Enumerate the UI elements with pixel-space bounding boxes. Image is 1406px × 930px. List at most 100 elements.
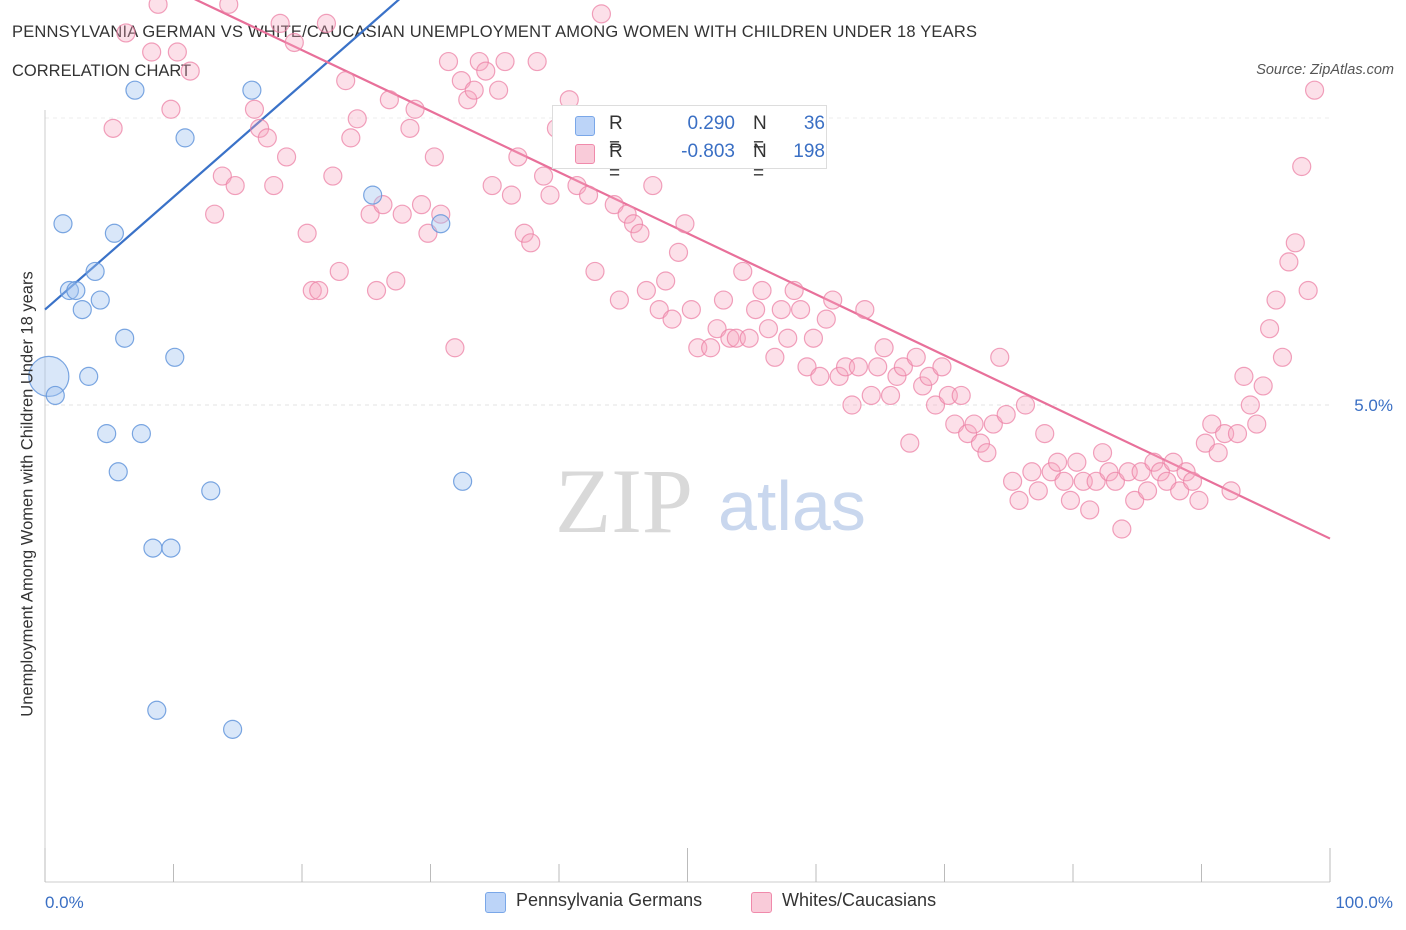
- point-whites-caucasians: [842, 395, 862, 415]
- point-whites-caucasians: [874, 338, 894, 358]
- point-pennsylvania-germans: [115, 328, 135, 348]
- point-whites-caucasians: [1112, 519, 1132, 539]
- point-whites-caucasians: [476, 61, 496, 81]
- point-whites-caucasians: [585, 261, 605, 282]
- point-whites-caucasians: [297, 223, 317, 243]
- point-whites-caucasians: [1028, 481, 1048, 501]
- point-whites-caucasians: [970, 433, 991, 453]
- trend-line-solid: [44, 0, 401, 311]
- point-whites-caucasians: [180, 61, 200, 81]
- point-pennsylvania-germans: [72, 300, 92, 320]
- point-whites-caucasians: [630, 223, 650, 243]
- point-pennsylvania-germans: [45, 385, 65, 406]
- legend-r-label: R =: [609, 141, 623, 184]
- point-pennsylvania-germans: [201, 481, 221, 501]
- point-whites-caucasians: [341, 128, 361, 148]
- point-whites-caucasians: [1304, 80, 1325, 100]
- axes: [44, 110, 1331, 883]
- point-whites-caucasians: [1060, 490, 1081, 510]
- point-pennsylvania-germans: [85, 261, 105, 282]
- point-whites-caucasians: [533, 166, 554, 186]
- point-whites-caucasians: [212, 166, 232, 186]
- point-whites-caucasians: [249, 118, 270, 138]
- point-whites-caucasians: [438, 51, 459, 72]
- point-whites-caucasians: [829, 366, 849, 386]
- point-whites-caucasians: [1125, 490, 1145, 510]
- point-whites-caucasians: [701, 338, 721, 358]
- point-whites-caucasians: [323, 166, 343, 186]
- point-whites-caucasians: [489, 80, 509, 100]
- point-pennsylvania-germans: [79, 366, 99, 386]
- point-whites-caucasians: [360, 204, 380, 224]
- point-whites-caucasians: [1009, 490, 1029, 510]
- point-pennsylvania-germans: [147, 700, 167, 720]
- point-whites-caucasians: [1195, 433, 1215, 453]
- point-whites-caucasians: [1137, 481, 1158, 501]
- point-whites-caucasians: [501, 185, 522, 205]
- watermark-atlas: atlas: [718, 467, 866, 545]
- point-whites-caucasians: [495, 51, 515, 72]
- point-whites-caucasians: [617, 204, 637, 224]
- point-whites-caucasians: [1227, 424, 1248, 444]
- point-whites-caucasians: [964, 414, 984, 434]
- point-whites-caucasians: [329, 261, 349, 282]
- point-whites-caucasians: [116, 23, 136, 43]
- point-whites-caucasians: [167, 42, 187, 62]
- point-whites-caucasians: [945, 414, 965, 434]
- trend-line-whites: [193, 0, 1331, 540]
- point-whites-caucasians: [681, 300, 701, 320]
- point-whites-caucasians: [284, 32, 304, 53]
- point-whites-caucasians: [1208, 443, 1228, 463]
- point-pennsylvania-germans: [28, 355, 70, 397]
- legend-swatch-pink: [751, 892, 772, 913]
- point-whites-caucasians: [1150, 462, 1170, 482]
- point-whites-caucasians: [951, 385, 971, 406]
- point-whites-caucasians: [302, 280, 322, 301]
- legend-label: Whites/Caucasians: [782, 890, 937, 910]
- point-whites-caucasians: [996, 404, 1016, 425]
- point-whites-caucasians: [1131, 462, 1151, 482]
- point-whites-caucasians: [1157, 471, 1177, 491]
- point-whites-caucasians: [1221, 481, 1241, 501]
- point-whites-caucasians: [990, 347, 1010, 367]
- data-points: [28, 0, 1325, 739]
- point-whites-caucasians: [482, 175, 502, 196]
- point-whites-caucasians: [1067, 452, 1087, 472]
- legend-swatch-blue: [485, 892, 506, 913]
- point-whites-caucasians: [469, 51, 489, 72]
- point-pennsylvania-germans: [453, 471, 473, 491]
- point-whites-caucasians: [379, 90, 399, 110]
- point-whites-caucasians: [1144, 452, 1164, 472]
- point-pennsylvania-germans: [131, 424, 151, 444]
- point-whites-caucasians: [720, 328, 740, 348]
- point-whites-caucasians: [1253, 376, 1273, 396]
- correlation-legend: R = 0.290 N = 36 R = -0.803 N = 198: [552, 105, 827, 184]
- point-whites-caucasians: [604, 195, 624, 215]
- point-whites-caucasians: [386, 271, 406, 291]
- point-whites-caucasians: [784, 280, 804, 301]
- point-whites-caucasians: [816, 309, 836, 329]
- point-whites-caucasians: [1279, 252, 1299, 272]
- legend-r-value: 0.290: [687, 113, 735, 134]
- point-whites-caucasians: [1272, 347, 1293, 367]
- point-whites-caucasians: [451, 71, 471, 91]
- point-whites-caucasians: [803, 328, 824, 348]
- point-whites-caucasians: [913, 376, 933, 396]
- point-whites-caucasians: [739, 328, 759, 348]
- point-whites-caucasians: [1170, 481, 1190, 501]
- point-whites-caucasians: [458, 90, 478, 110]
- point-whites-caucasians: [316, 13, 337, 33]
- point-whites-caucasians: [1266, 290, 1286, 310]
- point-whites-caucasians: [578, 185, 599, 205]
- point-whites-caucasians: [797, 357, 817, 377]
- point-whites-caucasians: [733, 261, 753, 282]
- point-whites-caucasians: [861, 385, 881, 406]
- point-whites-caucasians: [771, 300, 791, 320]
- trend-lines: [44, 0, 1331, 540]
- legend-swatch-pink: [575, 144, 595, 164]
- point-whites-caucasians: [336, 71, 356, 91]
- point-whites-caucasians: [424, 147, 444, 167]
- point-whites-caucasians: [276, 147, 297, 167]
- point-whites-caucasians: [746, 300, 766, 320]
